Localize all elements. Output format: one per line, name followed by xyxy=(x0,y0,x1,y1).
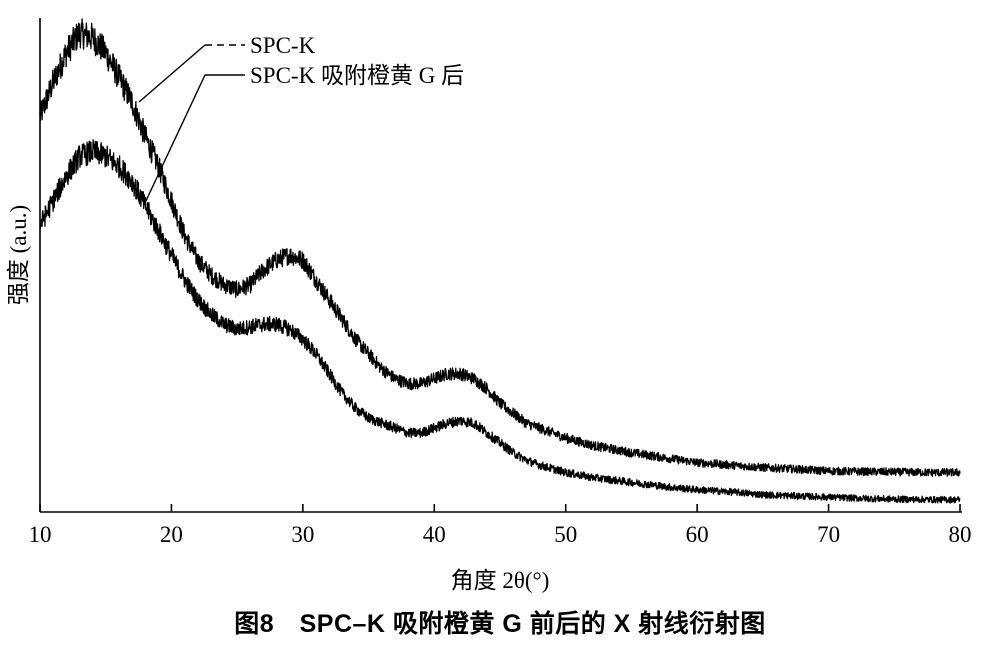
series-line-spc-k xyxy=(39,18,961,477)
x-axis-label: 角度 2θ(°) xyxy=(451,568,550,593)
x-tick-label: 50 xyxy=(554,522,577,547)
x-tick-label: 80 xyxy=(949,522,972,547)
x-tick-label: 10 xyxy=(29,522,52,547)
figure-caption: 图8 SPC–K 吸附橙黄 G 前后的 X 射线衍射图 xyxy=(234,610,766,638)
legend-leader-spc-k xyxy=(138,44,206,103)
x-tick-label: 40 xyxy=(423,522,446,547)
axes xyxy=(39,18,962,513)
y-axis-label: 强度 (a.u.) xyxy=(6,205,31,305)
x-tick-label: 60 xyxy=(686,522,709,547)
xrd-chart: SPC-K SPC-K 吸附橙黄 G 后 10 20 30 40 50 60 70 80 强度 … xyxy=(6,18,972,593)
series-group xyxy=(39,18,961,504)
x-tick-label: 20 xyxy=(160,522,183,547)
legend-label-spc-k: SPC-K xyxy=(250,33,316,58)
series-line-spc-k-adsorbed xyxy=(39,139,961,504)
x-tick-label: 30 xyxy=(291,522,314,547)
legend-label-spc-k-adsorbed: SPC-K 吸附橙黄 G 后 xyxy=(250,63,464,88)
x-ticks: 10 20 30 40 50 60 70 80 xyxy=(29,504,972,547)
legend: SPC-K SPC-K 吸附橙黄 G 后 xyxy=(138,33,464,206)
legend-leader-spc-k-adsorbed xyxy=(143,74,206,206)
x-tick-label: 70 xyxy=(817,522,840,547)
